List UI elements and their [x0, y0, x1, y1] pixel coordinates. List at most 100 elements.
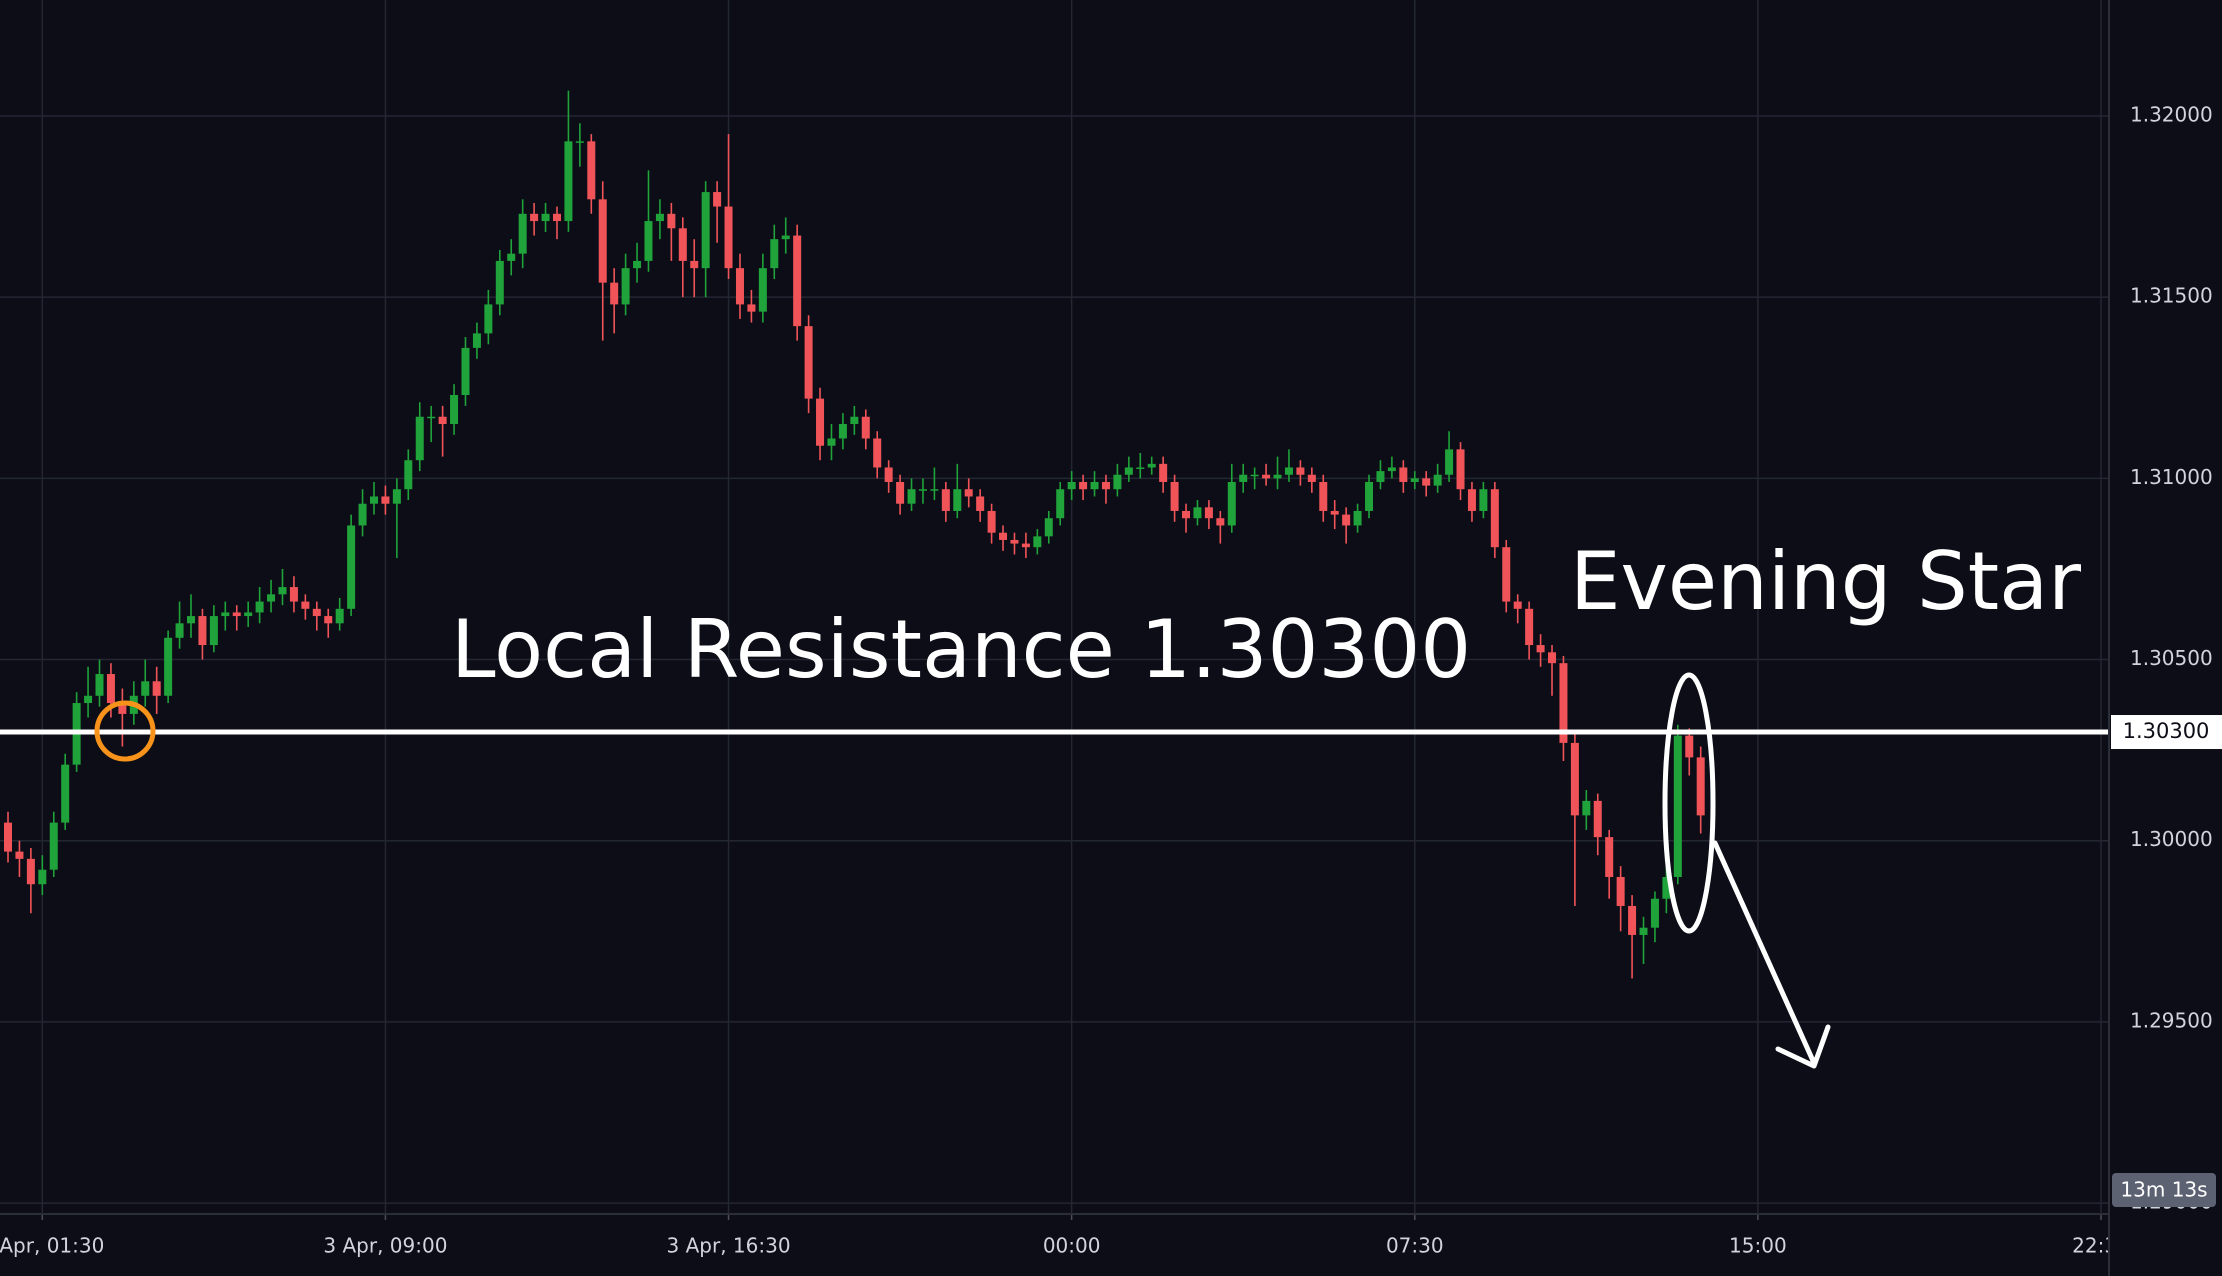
- candle-body: [770, 239, 779, 269]
- candle-body: [850, 416, 859, 424]
- y-tick-label: 1.30500: [2130, 646, 2213, 670]
- candle-body: [1696, 757, 1705, 816]
- candle-body: [1147, 463, 1156, 468]
- timer-badge: [2112, 1173, 2216, 1207]
- down-arrow: [1712, 840, 1831, 1069]
- candle-body: [655, 213, 664, 222]
- resistance-label-box: [2111, 715, 2222, 750]
- candle-body: [541, 213, 550, 222]
- candle-body: [164, 637, 173, 696]
- x-tick-label: 00:00: [1043, 1234, 1101, 1258]
- candle-body: [861, 416, 870, 439]
- candle-body: [1227, 481, 1236, 526]
- candle-body: [1136, 467, 1145, 469]
- candle-body: [1033, 536, 1042, 548]
- candle-body: [804, 326, 813, 399]
- candle-body: [472, 333, 481, 348]
- candle-body: [49, 822, 58, 870]
- candle-body: [1536, 645, 1545, 653]
- candle-body: [1490, 489, 1499, 548]
- candle-body: [404, 460, 413, 490]
- x-tick-label: 15:00: [1729, 1234, 1787, 1258]
- candle-body: [267, 594, 276, 602]
- candle-body: [1616, 876, 1625, 906]
- candle-body: [1662, 876, 1671, 899]
- candle-body: [690, 260, 699, 269]
- candle-body: [1056, 489, 1065, 519]
- candle-body: [918, 489, 927, 491]
- candle-body: [1593, 800, 1602, 838]
- candle-body: [1124, 467, 1133, 475]
- candle-body: [1559, 663, 1568, 743]
- candle-body: [713, 192, 722, 207]
- candle-body: [95, 674, 104, 696]
- candle-body: [244, 612, 253, 617]
- candle-body: [1193, 507, 1202, 519]
- annotation-pattern: Evening Star: [1570, 535, 2081, 628]
- candle-body: [552, 213, 561, 222]
- candle-body: [1182, 510, 1191, 519]
- candle-body: [347, 525, 356, 609]
- candle-body: [1353, 510, 1362, 526]
- candle-body: [1079, 481, 1088, 490]
- candle-body: [141, 681, 150, 696]
- y-tick-label: 1.31000: [2130, 465, 2213, 489]
- overlay: 13m 13s: [2112, 1173, 2216, 1207]
- candle-body: [301, 601, 310, 609]
- candle-body: [896, 481, 905, 504]
- candle-body: [209, 616, 218, 646]
- candle-body: [1410, 478, 1419, 482]
- candle-body: [1067, 481, 1076, 490]
- resistance-label: 1.30300: [2123, 719, 2210, 743]
- candle-body: [289, 587, 298, 602]
- candle-body: [793, 235, 802, 327]
- candle-body: [701, 192, 710, 269]
- candle-body: [987, 510, 996, 533]
- candle-body: [1010, 539, 1019, 544]
- candle-body: [1044, 518, 1053, 537]
- y-tick-label: 1.30000: [2130, 827, 2213, 851]
- candle-body: [84, 695, 93, 704]
- touch-circle: [94, 700, 156, 762]
- candle-body: [781, 235, 790, 240]
- candle-body: [724, 206, 733, 269]
- candle-body: [15, 851, 24, 859]
- candle-body: [1273, 474, 1282, 479]
- timer: 13m 13s: [2120, 1178, 2207, 1202]
- candle-body: [1433, 474, 1442, 486]
- candle-body: [1685, 735, 1694, 758]
- candle-body: [1639, 927, 1648, 935]
- candle-body: [953, 489, 962, 511]
- candle-body: [118, 703, 127, 714]
- candle-body: [198, 616, 207, 646]
- candle-body: [518, 213, 527, 254]
- candle-body: [312, 608, 321, 617]
- candle-body: [324, 616, 333, 624]
- x-tick-label: 3 Apr, 16:30: [667, 1234, 791, 1258]
- candle-body: [1525, 608, 1534, 646]
- candle-body: [633, 260, 642, 269]
- candle-body: [1204, 507, 1213, 519]
- candle-body: [1021, 543, 1030, 548]
- candle-body: [1170, 481, 1179, 511]
- candle-body: [816, 398, 825, 446]
- price-axis-panel: [2109, 0, 2222, 1276]
- candle-body: [1387, 467, 1396, 472]
- candle-body: [1376, 471, 1385, 482]
- candle-body: [221, 612, 230, 617]
- candle-body: [427, 416, 436, 419]
- candle-body: [1262, 474, 1271, 479]
- candle-body: [369, 496, 378, 504]
- candle-body: [358, 503, 367, 526]
- candle-body: [1673, 735, 1682, 877]
- candle-body: [667, 213, 676, 229]
- candle-body: [884, 467, 893, 482]
- candle-body: [941, 489, 950, 511]
- x-tick-label: 22:30: [2072, 1234, 2130, 1258]
- x-tick-label: 3 Apr, 01:30: [0, 1234, 104, 1258]
- candle-body: [610, 282, 619, 305]
- candle-body: [507, 253, 516, 261]
- x-axis: 3 Apr, 01:30 3 Apr, 09:00 3 Apr, 16:30 00:0…: [0, 1214, 2130, 1258]
- candle-body: [1216, 518, 1225, 526]
- candle-body: [758, 268, 767, 312]
